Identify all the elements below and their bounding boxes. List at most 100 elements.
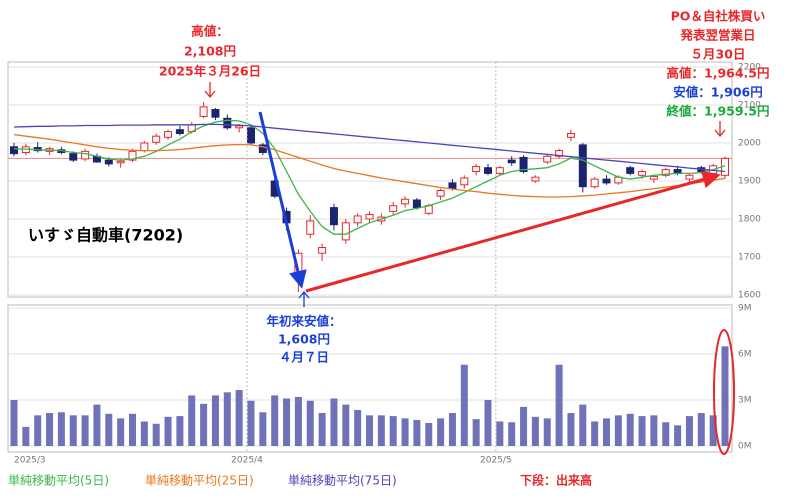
volume-bar [283, 398, 291, 446]
legend-entry: 単純移動平均(5日) [8, 474, 109, 488]
candle-body [318, 247, 327, 254]
annotation-text: ５月30日 [691, 47, 746, 62]
volume-bar [650, 415, 658, 446]
candle-body [661, 169, 670, 176]
candle-body [649, 175, 658, 180]
x-tick-label: 2025/3 [14, 456, 46, 466]
volume-bar [200, 403, 208, 446]
moving-average-line [13, 133, 726, 198]
volume-bar [555, 364, 563, 446]
x-tick-label: 2025/5 [480, 456, 512, 466]
volume-bar [674, 425, 682, 446]
volume-note: 下段：出来高 [520, 473, 592, 488]
annotation-text: 高値：1,964.5円 [667, 66, 770, 81]
volume-bar [496, 421, 504, 446]
candle-body [341, 222, 350, 241]
candle-body [543, 155, 552, 163]
candle-body [10, 146, 18, 155]
annotation-text: 1,608円 [278, 332, 330, 347]
candle-body [507, 159, 516, 164]
x-tick-label: 2025/4 [231, 456, 263, 466]
volume-bar [93, 404, 101, 446]
y-tick-label: 2100 [738, 101, 761, 111]
annotation-text: 終値：1,959.5円 [667, 104, 770, 119]
candle-body [436, 190, 445, 197]
volume-bar [271, 395, 279, 446]
annotation-text: ４月７日 [279, 350, 329, 365]
candle-body [566, 133, 575, 138]
volume-bar [413, 419, 421, 446]
candle-body [460, 177, 469, 186]
y-tick-label: 3M [738, 396, 752, 406]
volume-bar [140, 421, 148, 446]
candle-body [484, 167, 492, 174]
volume-bar [117, 418, 125, 446]
volume-bar [354, 409, 362, 446]
candle-body [685, 174, 694, 180]
y-tick-label: 9M [738, 304, 752, 314]
volume-bar [638, 416, 646, 446]
volume-bar [129, 413, 136, 446]
y-tick-label: 6M [738, 350, 752, 360]
volume-bar [10, 400, 18, 446]
candle-body [590, 178, 599, 188]
volume-bar [176, 416, 184, 446]
volume-bar [330, 398, 338, 446]
candle-body [199, 106, 208, 117]
fall-arrow [258, 111, 307, 289]
candle-body [638, 171, 647, 176]
volume-bar [709, 415, 717, 446]
volume-bar [164, 416, 172, 446]
candle-body [258, 144, 267, 153]
volume-bar [721, 346, 729, 446]
candle-body [365, 213, 374, 220]
volume-bar [46, 413, 54, 446]
volume-bar [152, 423, 160, 446]
candle-body [401, 198, 410, 205]
candle-body [81, 150, 90, 160]
volume-bar [306, 400, 314, 446]
volume-bar [662, 422, 670, 446]
last-pointer [714, 121, 726, 138]
volume-bar [520, 406, 528, 446]
volume-bar [579, 404, 587, 446]
annotation-text: 安値：1,906円 [673, 85, 763, 100]
candle-body [531, 176, 540, 182]
volume-bar [603, 418, 610, 446]
volume-bar [460, 364, 468, 446]
candle-body [152, 135, 161, 143]
volume-bar [69, 415, 77, 446]
volume-bar [626, 413, 634, 446]
volume-bar [294, 396, 302, 446]
y-tick-label: 1900 [738, 177, 761, 187]
candle-body [626, 167, 635, 174]
candle-body [247, 127, 255, 144]
candle-body [472, 166, 481, 172]
volume-bar [22, 426, 30, 446]
candle-body [602, 178, 611, 184]
y-tick-label: 2000 [738, 139, 761, 149]
volume-bar [34, 415, 42, 446]
y-tick-label: 1700 [738, 253, 761, 263]
volume-bar [437, 418, 445, 446]
volume-bar [484, 400, 492, 446]
candle-body [128, 150, 137, 161]
low-pointer [298, 290, 310, 307]
y-tick-label: 1600 [738, 291, 761, 301]
volume-bar [211, 395, 219, 446]
volume-bar [543, 418, 551, 446]
candle-body [519, 156, 528, 173]
candle-body [306, 220, 315, 235]
volume-highlight [713, 329, 735, 455]
candle-body [211, 109, 220, 118]
candle-body [555, 150, 564, 157]
annotation-text: 年初来安値： [266, 314, 341, 329]
volume-bar [614, 415, 622, 446]
volume-bar [318, 413, 326, 446]
rise-arrow [305, 170, 721, 293]
candle-body [69, 153, 78, 161]
volume-bar [472, 419, 480, 446]
moving-average-line [13, 123, 726, 173]
